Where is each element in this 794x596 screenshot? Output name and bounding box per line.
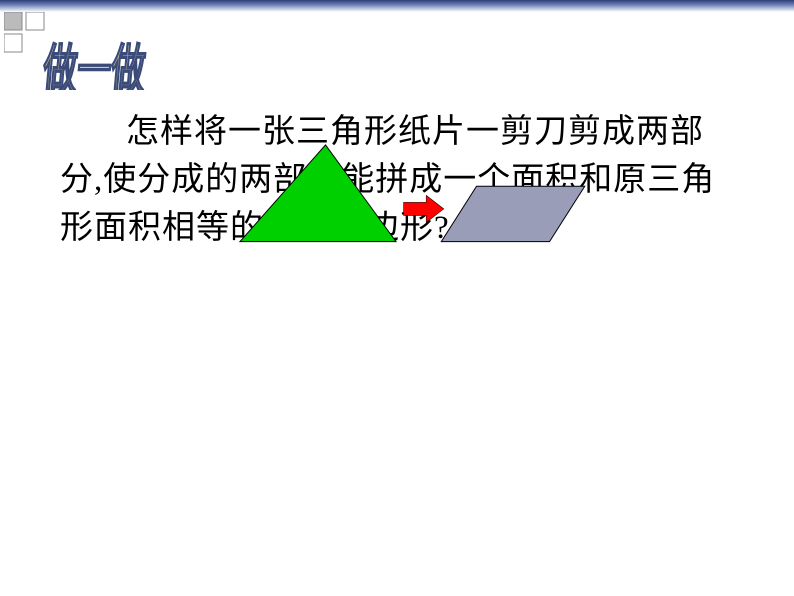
shapes-figure	[0, 0, 794, 300]
arrow-icon	[404, 195, 444, 222]
triangle-shape	[240, 145, 396, 242]
parallelogram-shape	[441, 186, 584, 241]
